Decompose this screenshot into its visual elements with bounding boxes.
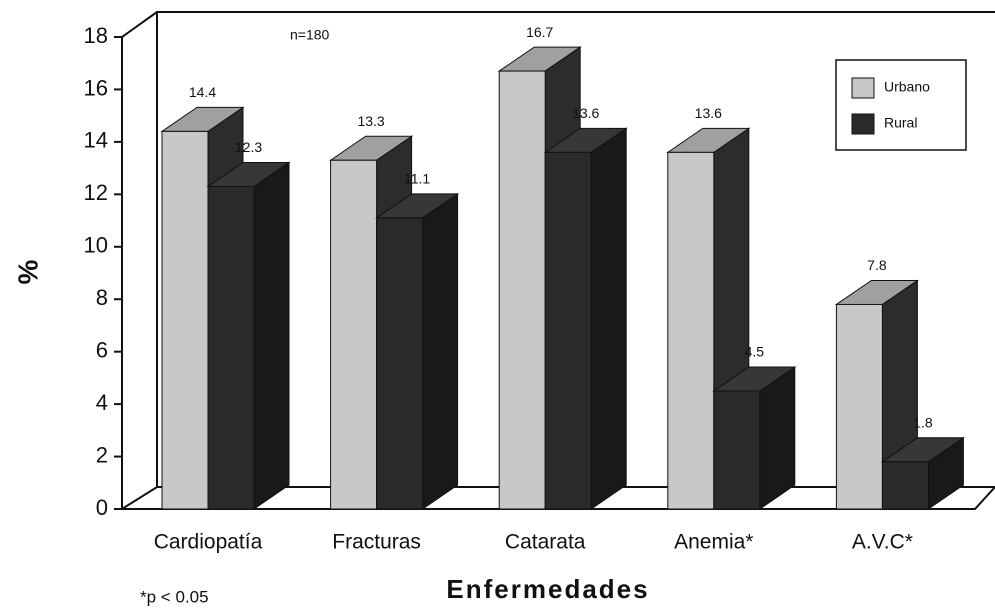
x-tick-label: A.V.C* bbox=[852, 531, 913, 554]
bar-front bbox=[161, 130, 209, 510]
bar-front bbox=[667, 151, 715, 510]
bar bbox=[206, 161, 291, 510]
y-tick-label: 10 bbox=[84, 233, 108, 258]
bar bbox=[374, 192, 460, 510]
bar-front bbox=[881, 461, 929, 510]
bar-front bbox=[207, 185, 255, 510]
bar bbox=[880, 436, 966, 510]
y-axis-label: % bbox=[12, 259, 43, 284]
bar-front bbox=[498, 70, 546, 510]
data-label: 11.1 bbox=[404, 171, 430, 187]
legend-label: Rural bbox=[884, 115, 917, 131]
bar-side bbox=[759, 366, 796, 510]
data-label: 7.8 bbox=[867, 257, 887, 273]
data-label: 13.6 bbox=[695, 105, 722, 121]
bar-front bbox=[330, 159, 378, 510]
legend-label: Urbano bbox=[884, 79, 930, 95]
y-tick-label: 4 bbox=[96, 390, 108, 415]
y-axis bbox=[121, 11, 158, 509]
y-tick-label: 12 bbox=[84, 180, 108, 205]
x-axis-label: Enfermedades bbox=[446, 574, 649, 604]
annotation: n=180 bbox=[290, 27, 330, 43]
x-tick-label: Anemia* bbox=[674, 531, 753, 554]
legend-swatch bbox=[851, 77, 875, 99]
bar-front bbox=[835, 303, 883, 510]
bar-side bbox=[422, 192, 459, 510]
data-label: 13.3 bbox=[357, 113, 384, 129]
y-tick-label: 0 bbox=[96, 495, 108, 520]
bar-front bbox=[376, 217, 424, 510]
bar-side bbox=[590, 127, 627, 510]
legend-swatch bbox=[851, 113, 875, 135]
annotation: *p < 0.05 bbox=[140, 587, 209, 606]
data-label: 16.7 bbox=[526, 24, 553, 40]
y-tick-label: 16 bbox=[84, 75, 108, 100]
legend bbox=[835, 59, 967, 151]
bar-side bbox=[253, 161, 290, 510]
data-label: 13.6 bbox=[572, 105, 599, 121]
data-label: 4.5 bbox=[745, 344, 765, 360]
y-tick-label: 14 bbox=[84, 128, 108, 153]
data-label: 12.3 bbox=[235, 139, 262, 155]
y-tick-label: 2 bbox=[96, 442, 108, 467]
y-tick-label: 6 bbox=[96, 337, 108, 362]
bar bbox=[543, 127, 628, 510]
x-tick-label: Fracturas bbox=[332, 531, 421, 554]
data-label: 1.8 bbox=[913, 415, 933, 431]
y-tick-label: 8 bbox=[96, 285, 108, 310]
data-label: 14.4 bbox=[189, 84, 216, 100]
x-tick-label: Catarata bbox=[505, 531, 586, 554]
bar-front bbox=[713, 390, 761, 510]
x-tick-label: Cardiopatía bbox=[154, 531, 263, 554]
y-tick-label: 18 bbox=[84, 23, 108, 48]
bar bbox=[712, 366, 797, 510]
bar-front bbox=[544, 151, 592, 510]
